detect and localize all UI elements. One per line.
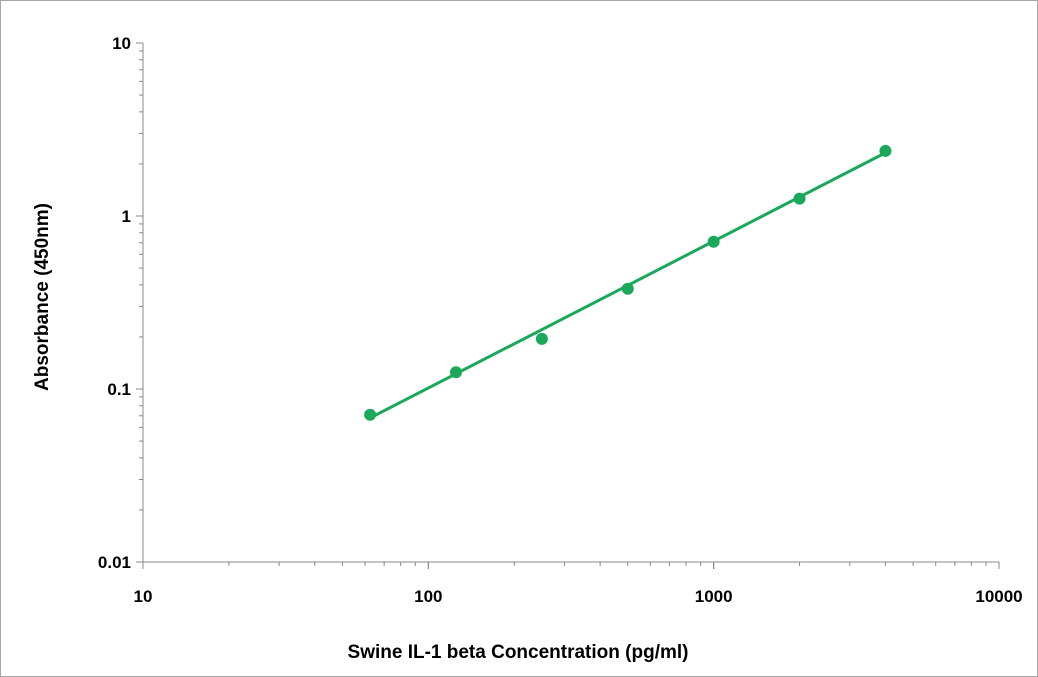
- y-tick-label: 0.01: [98, 553, 131, 572]
- data-point: [879, 144, 892, 157]
- data-point: [449, 366, 462, 379]
- x-tick-label: 10000: [975, 587, 1022, 606]
- tick-labels: 0.01 0.1 1 10 10 100 1000 10000: [98, 34, 1023, 606]
- ticks: [136, 42, 1000, 569]
- data-point: [535, 332, 548, 345]
- y-axis-title: Absorbance (450nm): [32, 203, 53, 391]
- data-point: [707, 235, 720, 248]
- data-points: [364, 144, 892, 421]
- axes: [142, 43, 999, 563]
- x-tick-label: 1000: [695, 587, 733, 606]
- x-tick-label: 10: [134, 587, 153, 606]
- y-tick-label: 0.1: [107, 380, 131, 399]
- x-axis-title: Swine IL-1 beta Concentration (pg/ml): [348, 642, 689, 663]
- data-point: [621, 282, 634, 295]
- x-tick-label: 100: [414, 587, 442, 606]
- data-point: [364, 408, 377, 421]
- data-point: [793, 192, 806, 205]
- y-tick-label: 1: [122, 207, 131, 226]
- y-tick-label: 10: [112, 34, 131, 53]
